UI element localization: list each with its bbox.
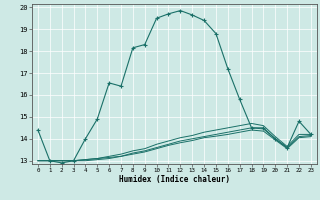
X-axis label: Humidex (Indice chaleur): Humidex (Indice chaleur) bbox=[119, 175, 230, 184]
